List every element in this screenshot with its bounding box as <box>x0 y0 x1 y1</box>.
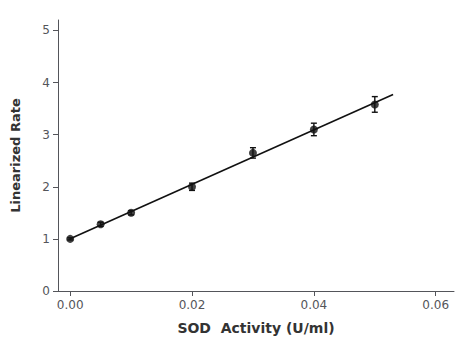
svg-text:4: 4 <box>42 76 50 90</box>
svg-text:0.06: 0.06 <box>422 298 449 312</box>
svg-text:0: 0 <box>42 284 50 298</box>
svg-text:1: 1 <box>42 232 50 246</box>
svg-text:3: 3 <box>42 128 50 142</box>
svg-text:2: 2 <box>42 180 50 194</box>
svg-text:0.00: 0.00 <box>57 298 84 312</box>
svg-text:0.04: 0.04 <box>301 298 328 312</box>
svg-text:Linearized Rate: Linearized Rate <box>8 98 23 213</box>
svg-text:SOD Activity (U/ml): SOD Activity (U/ml) <box>177 320 334 336</box>
svg-text:0.02: 0.02 <box>179 298 206 312</box>
svg-text:5: 5 <box>42 23 50 37</box>
